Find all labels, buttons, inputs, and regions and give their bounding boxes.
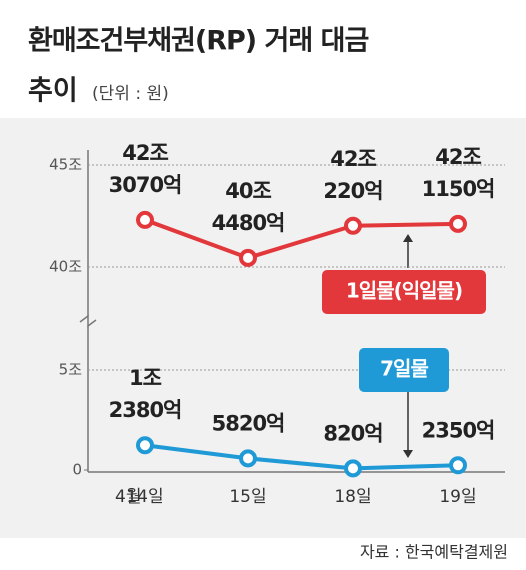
data-label: 4480억	[212, 211, 285, 235]
y-tick-label: 0	[72, 461, 82, 479]
x-tick-label: 14일	[126, 487, 163, 507]
y-tick-label: 40조	[49, 258, 82, 276]
x-tick-label: 18일	[334, 487, 371, 507]
data-label: 820억	[323, 421, 382, 445]
x-tick-label: 15일	[229, 487, 266, 507]
data-point	[136, 436, 154, 455]
data-point	[344, 459, 362, 478]
data-label: 220억	[323, 179, 382, 203]
data-label: 5820억	[212, 411, 285, 435]
subtitle: (단위 : 원)	[92, 84, 169, 104]
x-month-label: 4월	[115, 487, 141, 507]
chart-title: 추이	[28, 76, 78, 107]
arrow	[403, 450, 413, 458]
data-point	[239, 248, 257, 267]
chart-title: 환매조건부채권(RP) 거래 대금	[28, 26, 368, 57]
x-tick-label: 19일	[439, 487, 476, 507]
data-label: 40조	[225, 179, 271, 203]
axis-break	[79, 314, 97, 328]
data-label: 3070억	[109, 173, 182, 197]
data-label: 1150억	[422, 177, 495, 201]
legend-label: 7일물	[380, 357, 428, 381]
source: 자료 : 한국예탁결제원	[360, 543, 508, 562]
series-line	[144, 443, 459, 471]
data-label: 2380억	[109, 398, 182, 422]
legend-box	[359, 348, 449, 392]
data-label: 42조	[435, 145, 481, 169]
data-point	[136, 210, 154, 229]
y-tick-label: 5조	[59, 361, 83, 379]
data-label: 2350억	[422, 418, 495, 442]
data-point	[449, 214, 467, 233]
data-point	[449, 456, 467, 475]
data-point	[239, 449, 257, 468]
arrow	[403, 234, 413, 242]
data-point	[344, 216, 362, 235]
data-label: 42조	[122, 141, 168, 165]
series-line	[144, 218, 459, 260]
data-label: 42조	[330, 147, 376, 171]
data-label: 1조	[129, 366, 162, 390]
legend-box	[322, 270, 486, 314]
y-tick-label: 45조	[49, 156, 82, 174]
legend-label: 1일물(익일물)	[346, 279, 462, 303]
